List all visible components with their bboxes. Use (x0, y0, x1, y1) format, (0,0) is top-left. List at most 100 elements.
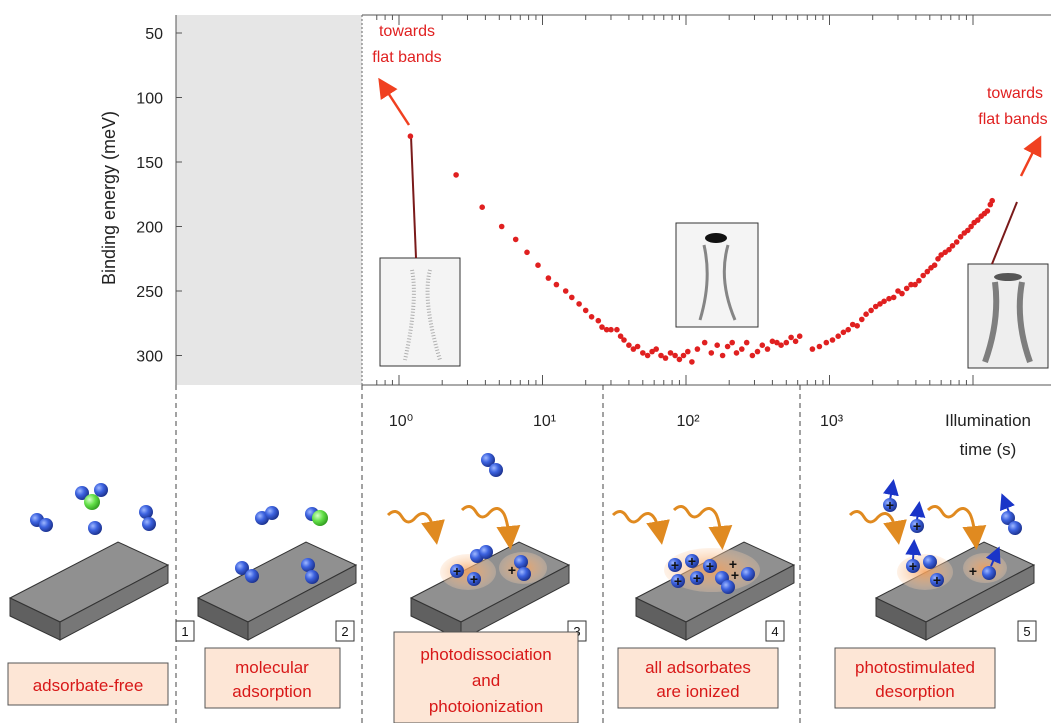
data-point (644, 352, 651, 359)
data-point (989, 197, 995, 204)
photon-wave-icon (460, 505, 521, 550)
svg-text:+: + (969, 563, 977, 579)
data-point (778, 342, 784, 349)
data-point (733, 350, 740, 356)
caption-box (834, 647, 996, 709)
data-point (895, 288, 901, 294)
data-point (788, 334, 794, 341)
svg-text:+: + (688, 553, 696, 569)
x-tick-label: 10¹ (533, 413, 556, 430)
data-point (809, 346, 816, 352)
svg-text:+: + (731, 567, 739, 583)
data-point (576, 301, 582, 307)
data-point (630, 346, 637, 352)
data-point (946, 246, 952, 253)
data-points (407, 133, 995, 365)
data-point (680, 352, 687, 359)
inset-image-3 (967, 263, 1049, 369)
data-point (931, 262, 938, 269)
data-point (938, 252, 944, 258)
inset-image-2 (675, 222, 759, 328)
caption-line1: photodissociation (420, 645, 551, 664)
x-tick-label: 10⁰ (389, 413, 413, 430)
x-axis-label-line2: time (s) (960, 440, 1017, 459)
y-tick-label: 200 (136, 220, 163, 237)
data-point (823, 339, 830, 346)
photon-wave-icon (848, 510, 907, 545)
caption-line1: molecular (235, 658, 309, 677)
data-point (829, 337, 836, 343)
data-point (662, 355, 669, 361)
svg-text:+: + (886, 497, 894, 513)
y-tick-label: 100 (136, 91, 163, 108)
x-tick-label: 10³ (820, 413, 844, 430)
caption-box (7, 662, 169, 706)
x-axis-label-line1: Illumination (945, 411, 1031, 430)
data-point (689, 359, 695, 365)
data-point (743, 339, 750, 346)
data-point (872, 303, 879, 310)
y-tick-label: 300 (136, 349, 163, 366)
svg-text:+: + (933, 572, 941, 588)
y-tick-label: 250 (136, 284, 163, 301)
data-point (924, 268, 931, 275)
data-point (714, 342, 720, 349)
flat-bands-arrow-left (378, 77, 411, 126)
data-point (975, 217, 981, 223)
data-point (535, 262, 541, 269)
panel-number-box (175, 620, 195, 642)
annotation-right-line2: flat bands (978, 111, 1047, 128)
panel-number-box (335, 620, 355, 642)
data-point (479, 204, 486, 210)
desorption-arrows (883, 479, 1015, 567)
panel-number-box (1017, 620, 1037, 642)
data-point (984, 208, 991, 214)
svg-text:+: + (913, 518, 921, 534)
data-point (649, 348, 655, 355)
substrate-slab (196, 541, 358, 641)
data-point (899, 290, 905, 297)
svg-text:+: + (729, 556, 737, 572)
ion-markers: + + + + + (886, 497, 977, 588)
caption-line3: photoionization (429, 697, 543, 716)
data-point (859, 316, 865, 323)
panel-4: + + + + + + + 4 all adsorbates are ioniz… (611, 505, 796, 709)
data-point (719, 352, 726, 359)
panel-number: 1 (181, 624, 188, 639)
data-point (920, 272, 926, 279)
data-point (545, 275, 552, 281)
molecules (668, 554, 755, 594)
data-point (729, 339, 735, 346)
svg-text:+: + (693, 570, 701, 586)
caption-line1: photostimulated (855, 658, 975, 677)
data-point (626, 342, 632, 349)
data-point (672, 352, 678, 359)
y-axis-label: Binding energy (meV) (99, 111, 119, 285)
data-point (739, 346, 745, 352)
data-point (849, 321, 856, 328)
panel-5: + + + + + 5 photostimulated desorption (834, 479, 1037, 709)
data-point (886, 295, 892, 302)
data-point (553, 281, 560, 288)
data-point (868, 307, 874, 314)
data-point (562, 288, 569, 294)
data-point (512, 236, 519, 243)
data-point (816, 343, 823, 350)
data-point (764, 346, 771, 352)
svg-text:+: + (671, 557, 679, 573)
caption-line2: and (472, 671, 500, 690)
data-point (835, 333, 841, 340)
inset-image-1 (379, 257, 461, 367)
data-point (754, 348, 761, 355)
data-point (621, 337, 627, 343)
molecules (30, 483, 156, 535)
photon-wave-icon (611, 510, 670, 545)
column-separators (175, 385, 801, 723)
data-point (769, 338, 776, 345)
panel-number: 2 (341, 624, 348, 639)
caption-box (393, 631, 579, 723)
data-point (667, 350, 674, 356)
data-point (724, 343, 731, 350)
data-point (524, 249, 530, 256)
